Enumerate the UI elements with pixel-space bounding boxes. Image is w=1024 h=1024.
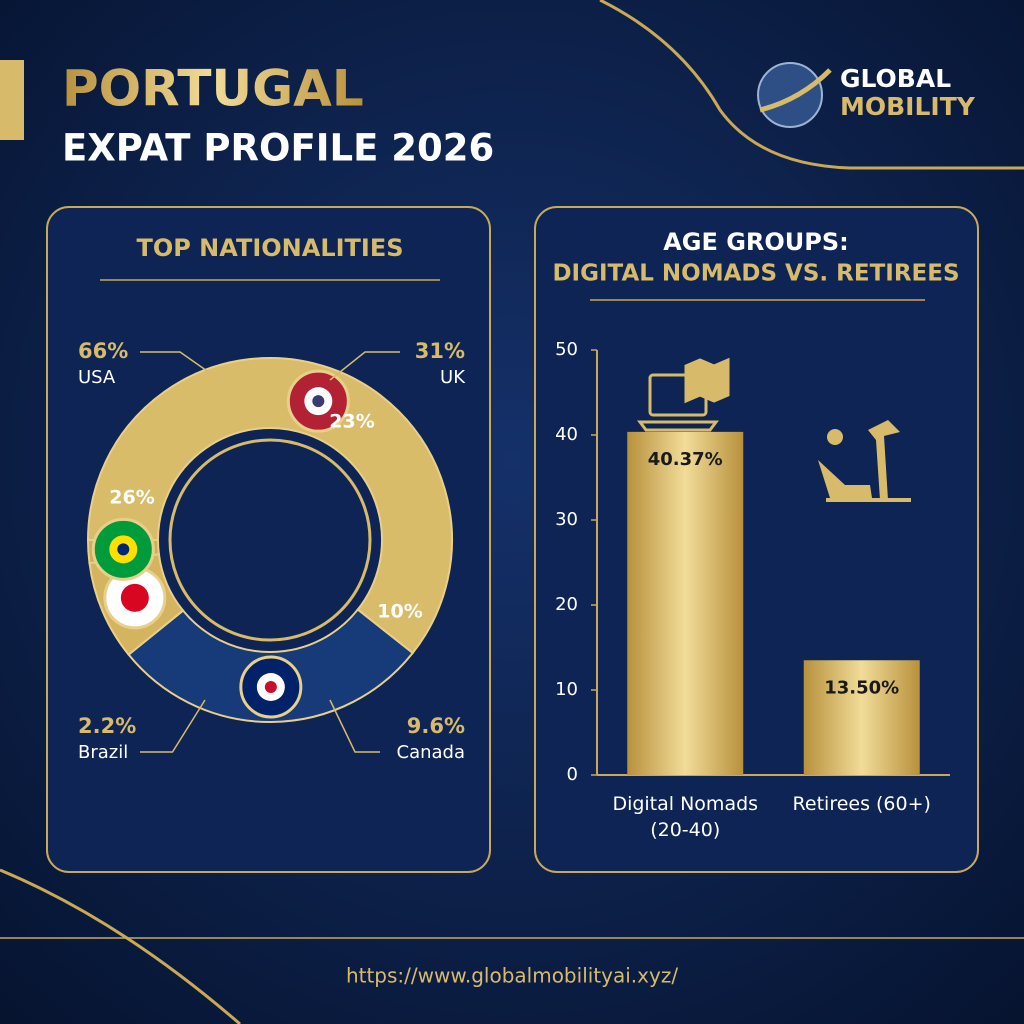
laptop-icon [637,357,730,432]
x-tick-label: Digital Nomads (20-40) [612,793,759,841]
flag-detail [312,395,325,408]
chart-subtitle: DIGITAL NOMADS VS. RETIREES [552,261,959,287]
logo-arrow [759,68,832,113]
donut-slice [86,357,453,655]
slice-category-label: Brazil [78,742,128,763]
donut-inner-ring [168,438,372,642]
annotation: 26% [109,487,154,509]
subtitle: EXPAT PROFILE 2026 [62,127,494,170]
slice-value-label: 9.6% [407,714,465,738]
flag-detail [117,543,130,556]
title: PORTUGAL [62,60,364,118]
slice-category-label: USA [78,367,116,388]
slice-value-label: 2.2% [78,714,136,738]
logo-globe [757,62,823,128]
logo-text: GLOBAL [840,64,951,93]
slice-value-label: 31% [415,339,465,363]
x-tick-label-box: Retirees (60+) [792,793,931,815]
bar-value-label: 13.50% [824,677,899,698]
flag-detail [264,680,277,693]
slice-value-label: 66% [78,339,128,363]
leader-line [140,699,206,753]
annotation: 10% [377,601,422,623]
y-tick-label: 30 [555,509,578,530]
decor-curve [599,0,1024,170]
decor-bar [0,60,24,140]
chart-title: AGE GROUPS: [663,228,849,256]
chart-title: TOP NATIONALITIES [136,234,403,262]
slice-category-label: UK [440,367,466,388]
leader-line [329,351,400,381]
y-tick-label: 50 [555,339,578,360]
leader-line [329,699,380,753]
annotation: 23% [329,411,374,433]
bar [627,431,744,775]
bar [803,660,920,775]
footer-url[interactable]: https://www.globalmobilityai.xyz/ [346,964,678,988]
flag-detail [128,591,141,604]
leader-line [140,351,221,381]
x-tick-label-box: Digital Nomads (20-40) [612,793,759,841]
slice-category-label: Canada [397,742,466,763]
y-tick-label: 0 [567,764,578,785]
x-tick-label: Retirees (60+) [792,793,931,815]
decor-curve [0,868,241,1024]
logo-text: MOBILITY [840,92,976,121]
bar-value-label: 40.37% [648,449,723,470]
y-tick-label: 10 [555,679,578,700]
panel [46,206,491,873]
palm-icon [818,420,911,502]
y-tick-label: 20 [555,594,578,615]
y-tick-label: 40 [555,424,578,445]
